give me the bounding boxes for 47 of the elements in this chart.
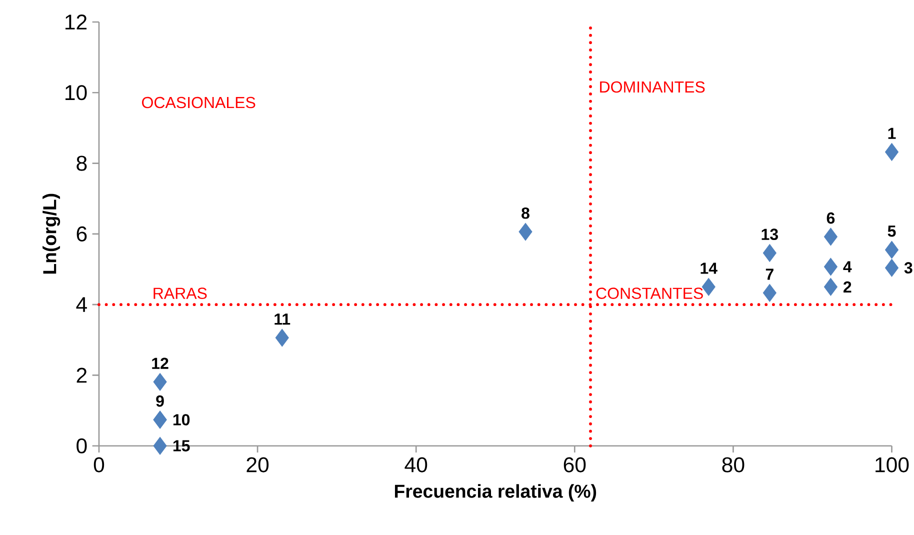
annotation: RARAS <box>154 288 207 300</box>
x-tick-label: 80 <box>722 457 744 472</box>
point <box>824 278 838 296</box>
point <box>153 373 167 391</box>
annotation: 1 <box>888 128 896 139</box>
y-tick-label: 2 <box>76 368 87 383</box>
point <box>762 244 776 262</box>
point <box>762 284 776 302</box>
x-tick-label: 100 <box>876 457 909 472</box>
x-tick-label: 20 <box>246 457 269 472</box>
annotation: 4 <box>843 261 852 272</box>
y-tick-label: 0 <box>76 438 87 454</box>
annotation: 15 <box>173 440 190 452</box>
annotation: DOMINANTES <box>600 81 705 93</box>
point <box>824 258 838 276</box>
point <box>884 240 899 259</box>
annotation: 3 <box>904 262 912 274</box>
point <box>884 143 899 161</box>
annotation: OCASIONALES <box>142 96 256 108</box>
annotation: 9 <box>156 395 164 407</box>
annotation: 2 <box>844 281 852 293</box>
x-tick-label: 60 <box>564 457 586 472</box>
annotation: CONSTANTES <box>596 288 703 300</box>
y-tick-label: 10 <box>66 85 87 100</box>
annotation: 5 <box>888 226 896 237</box>
annotation: 14 <box>700 262 718 274</box>
y-axis-title: Ln(org/L) <box>42 194 60 274</box>
y-tick-label: 12 <box>66 14 87 30</box>
y-tick-label: 4 <box>76 297 87 312</box>
x-tick-label: 40 <box>404 457 428 472</box>
point <box>702 278 716 296</box>
point <box>153 437 167 455</box>
point <box>518 222 532 241</box>
point <box>884 258 899 277</box>
annotation: 6 <box>826 212 835 224</box>
y-tick-label: 6 <box>76 226 87 242</box>
point <box>824 228 838 246</box>
x-axis-title: Frecuencia relativa (%) <box>394 484 596 502</box>
y-tick-label: 8 <box>76 156 87 171</box>
point <box>275 328 289 347</box>
annotation: 12 <box>152 358 168 369</box>
x-tick-label: 0 <box>94 457 104 472</box>
annotation: 7 <box>766 268 774 280</box>
annotation: 11 <box>274 314 290 325</box>
annotation: 10 <box>173 414 190 426</box>
annotation: 13 <box>762 228 778 240</box>
annotation: 8 <box>522 208 530 219</box>
